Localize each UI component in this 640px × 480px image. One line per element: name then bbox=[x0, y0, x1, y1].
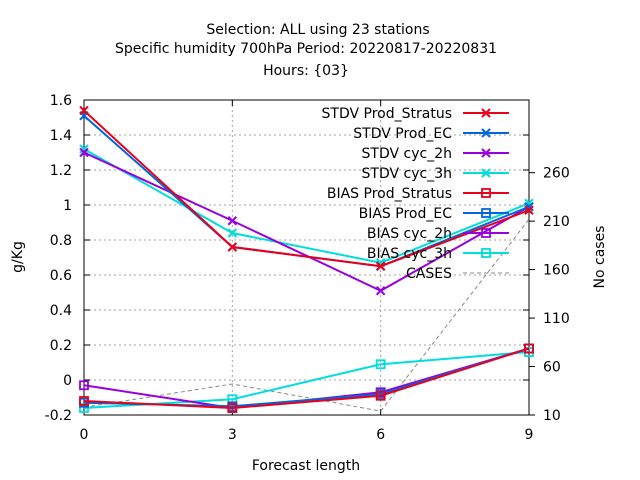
legend-marker-0 bbox=[481, 108, 491, 118]
data-point-7-0 bbox=[79, 403, 89, 413]
y-tick-label: 0.2 bbox=[50, 338, 72, 354]
x-tick-label: 6 bbox=[376, 427, 385, 443]
data-point-4-2 bbox=[375, 390, 386, 401]
data-point-0-0 bbox=[79, 105, 89, 116]
data-point-2-2 bbox=[375, 286, 386, 296]
grid bbox=[84, 100, 529, 415]
y-tick-label: 0.4 bbox=[50, 303, 72, 319]
y-tick-label: 1.6 bbox=[50, 93, 72, 109]
y2-tick-label: 60 bbox=[543, 360, 561, 376]
legend-label-6: BIAS cyc_2h bbox=[367, 226, 452, 242]
y-tick-label: 0.8 bbox=[50, 233, 72, 249]
legend-label-1: STDV Prod_EC bbox=[353, 126, 452, 142]
legend-label-4: BIAS Prod_Stratus bbox=[327, 186, 452, 202]
legend-label-2: STDV cyc_2h bbox=[362, 146, 452, 162]
legend-label-5: BIAS Prod_EC bbox=[359, 206, 453, 222]
series-line-4 bbox=[83, 347, 530, 410]
legend-marker-1 bbox=[481, 128, 491, 138]
plot-frame bbox=[83, 99, 530, 416]
data-point-4-0 bbox=[79, 396, 89, 406]
data-point-2-0 bbox=[79, 147, 89, 158]
y2-tick-label: 260 bbox=[543, 166, 570, 182]
y2-tick-label: 160 bbox=[543, 263, 570, 279]
chart-title-line-2: Specific humidity 700hPa Period: 2022081… bbox=[115, 41, 497, 57]
data-point-6-0 bbox=[79, 380, 89, 391]
data-point-2-1 bbox=[227, 216, 238, 226]
chart-title-line-3: Hours: {03} bbox=[263, 63, 349, 79]
legend: STDV Prod_Stratus STDV Prod_EC STDV cyc_2h… bbox=[322, 106, 509, 282]
axes: -0.2 0 0.2 0.4 0.6 0.8 1 1.2 1.4 1.6 0 3 6 9 10 60 110 16… bbox=[45, 93, 570, 443]
y-tick-label: 0.6 bbox=[50, 268, 72, 284]
legend-marker-3 bbox=[481, 168, 491, 178]
x-axis-label: Forecast length bbox=[252, 458, 360, 474]
legend-label-8: CASES bbox=[406, 266, 452, 282]
data-point-3-1 bbox=[227, 228, 238, 238]
data-point-3-3 bbox=[524, 198, 534, 208]
y-axis-label: g/Kg bbox=[10, 241, 26, 273]
chart-title-line-1: Selection: ALL using 23 stations bbox=[206, 22, 429, 38]
y-tick-label: 0 bbox=[63, 373, 72, 389]
data-point-3-0 bbox=[79, 144, 89, 154]
x-tick-label: 3 bbox=[228, 427, 237, 443]
y2-axis-label: No cases bbox=[592, 226, 608, 289]
y2-tick-label: 10 bbox=[543, 408, 561, 424]
legend-label-3: STDV cyc_3h bbox=[362, 166, 452, 182]
legend-marker-5 bbox=[481, 208, 491, 218]
y-tick-label: 1 bbox=[63, 198, 72, 214]
y-tick-label: -0.2 bbox=[45, 408, 72, 424]
data-point-4-1 bbox=[227, 403, 238, 413]
legend-marker-4 bbox=[481, 188, 491, 198]
legend-label-7: BIAS cyc_3h bbox=[367, 246, 452, 262]
y2-tick-label: 110 bbox=[543, 311, 570, 327]
series-line-0 bbox=[83, 109, 530, 268]
data-point-7-2 bbox=[375, 359, 386, 370]
data-point-4-3 bbox=[524, 343, 534, 354]
data-point-0-3 bbox=[524, 205, 534, 215]
legend-marker-2 bbox=[481, 148, 491, 158]
y2-tick-label: 210 bbox=[543, 214, 570, 230]
data-point-0-1 bbox=[227, 242, 238, 252]
series-line-8 bbox=[83, 218, 530, 412]
x-tick-label: 0 bbox=[80, 427, 89, 443]
data-point-0-2 bbox=[375, 261, 386, 271]
legend-marker-6 bbox=[481, 228, 491, 238]
legend-label-0: STDV Prod_Stratus bbox=[322, 106, 452, 122]
y-tick-label: 1.2 bbox=[50, 163, 72, 179]
series-line-3 bbox=[83, 148, 530, 264]
data-point-1-3 bbox=[524, 202, 534, 212]
x-tick-label: 9 bbox=[525, 427, 534, 443]
y-tick-label: 1.4 bbox=[50, 128, 72, 144]
series-layer bbox=[79, 105, 534, 413]
legend-marker-7 bbox=[481, 248, 491, 258]
